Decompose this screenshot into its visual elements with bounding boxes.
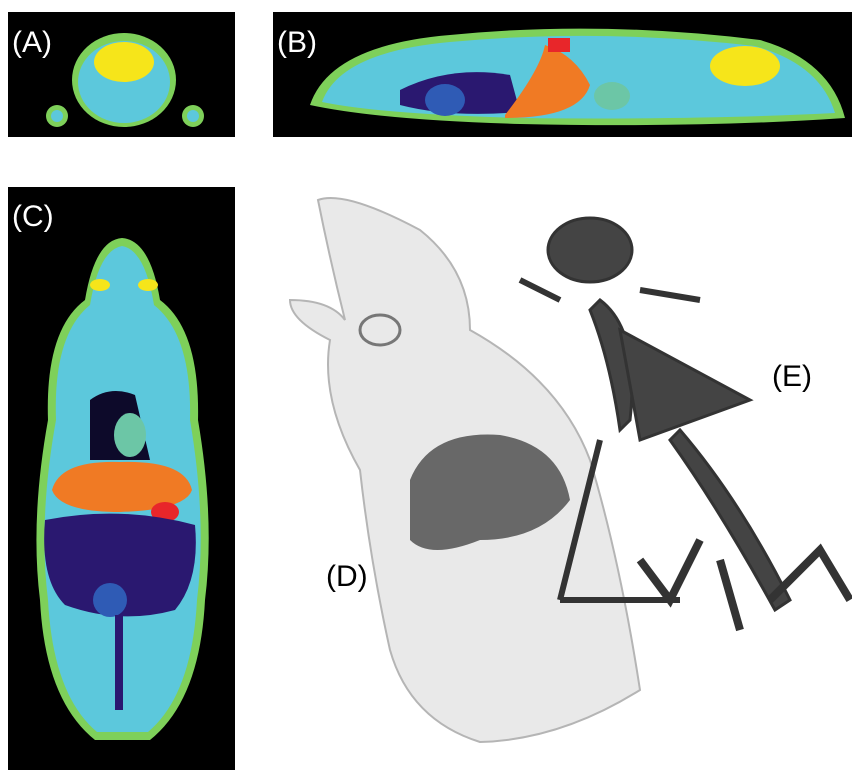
page: {"panels": [{"label": "(A)"}, {"label": …: [0, 0, 852, 772]
figure: (A) (B) (C) (D): [0, 0, 852, 772]
panel-label: (C): [12, 200, 54, 233]
panel-label: (A): [12, 26, 52, 59]
panel-a: (A): [8, 12, 235, 137]
panel-b: (B): [273, 12, 852, 137]
panel-label: (D): [326, 560, 368, 593]
panel-label: (B): [277, 26, 317, 59]
panel-c: (C): [8, 187, 235, 770]
panel-label: (E): [772, 360, 812, 393]
